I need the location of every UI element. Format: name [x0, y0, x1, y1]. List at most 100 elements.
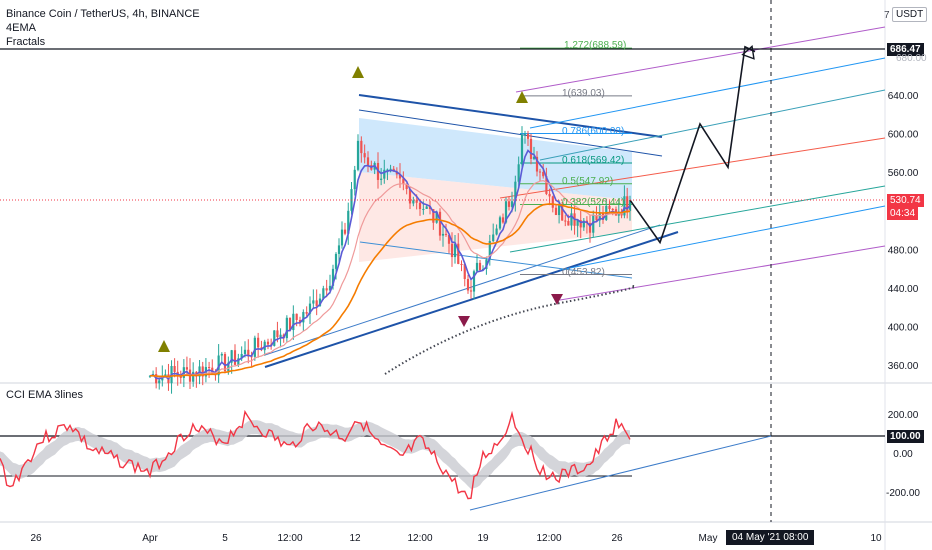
price-axis[interactable]: 640.00600.00560.00520.00480.00440.00400.… [888, 91, 919, 372]
fractal-up-marker [516, 91, 528, 103]
price-tick-label: 480.00 [888, 245, 919, 256]
candle [438, 208, 442, 241]
candle [520, 126, 524, 170]
candle [360, 136, 363, 163]
fib-zone-blue[interactable] [359, 118, 632, 200]
pitchfork-median-line[interactable] [499, 137, 886, 199]
price-tick-label: 360.00 [888, 361, 919, 372]
channel-upper-line[interactable] [358, 94, 663, 138]
price-axis-top-partial: 7 [884, 10, 890, 21]
candle [466, 274, 470, 294]
candle [343, 222, 347, 236]
candle [447, 234, 451, 254]
indicator-fractals-label[interactable]: Fractals [6, 36, 46, 48]
candle [408, 187, 412, 210]
ema-lines [149, 149, 631, 381]
candle [285, 315, 288, 343]
candle [545, 167, 548, 196]
candle [292, 305, 295, 340]
fib-zone-red[interactable] [359, 172, 632, 262]
ema-mid-line [149, 179, 631, 379]
time-tick-label: May [699, 533, 718, 544]
fib-zones [359, 118, 632, 262]
candle [308, 296, 312, 324]
price-tick-label: 600.00 [888, 130, 919, 141]
candle [582, 218, 585, 231]
candle [356, 134, 360, 172]
candle [366, 151, 370, 173]
candle [542, 163, 545, 179]
candle [554, 204, 558, 216]
fib-level-label: 0(453.82) [562, 267, 605, 278]
time-tick-label: 5 [222, 533, 228, 544]
candle [538, 168, 542, 182]
candle [469, 279, 473, 299]
channel-lower-line[interactable] [264, 231, 679, 368]
channel-inner-upper[interactable] [358, 109, 663, 157]
pitchfork-line-3[interactable] [539, 89, 886, 161]
pitchfork-line-5[interactable] [509, 185, 886, 253]
fibonacci-retracement[interactable] [520, 47, 632, 276]
channel-inner-lower[interactable] [264, 224, 661, 356]
candle [548, 188, 551, 206]
cci-level-tag: 100.00 [887, 430, 924, 443]
candle [507, 196, 511, 211]
fib-zone-bottom-line[interactable] [359, 241, 633, 279]
time-tick-label: 10 [870, 533, 882, 544]
projection-path[interactable] [629, 45, 756, 245]
price-tick-label: 400.00 [888, 322, 919, 333]
candle [315, 289, 318, 316]
candle [475, 254, 479, 272]
candle [608, 200, 611, 214]
candle [253, 335, 256, 361]
time-axis[interactable]: 26 Apr 5 12:00 12 12:00 19 12:00 26 May 10 [30, 533, 882, 544]
candle [418, 200, 422, 216]
candle [312, 289, 315, 309]
cci-axis[interactable]: 200.00 0.00 -200.00 [886, 410, 920, 499]
last-price-tag: 530.74 [887, 194, 924, 207]
pitchfork-bottom-line[interactable] [559, 245, 886, 301]
cci-indicator-label[interactable]: CCI EMA 3lines [6, 389, 84, 401]
candle [266, 338, 270, 350]
cci-trendline[interactable] [469, 435, 772, 511]
cci-tick-label: -200.00 [886, 488, 920, 499]
fractal-markers [158, 66, 563, 352]
fractal-up-marker [352, 66, 364, 78]
time-tick-label: 12:00 [277, 533, 302, 544]
fractal-down-marker [458, 316, 470, 327]
candle [223, 352, 227, 374]
projection-arrowhead [741, 44, 755, 60]
currency-badge[interactable]: USDT [892, 7, 928, 22]
candle [405, 183, 408, 195]
candle [595, 206, 598, 223]
pitchfork-line-2[interactable] [529, 57, 886, 129]
dotted-trendline[interactable] [384, 285, 636, 375]
candle [347, 202, 350, 245]
candle [472, 269, 476, 300]
time-tick-label: 12:00 [536, 533, 561, 544]
candle [623, 185, 626, 219]
cci-tick-label: 0.00 [893, 449, 913, 460]
candle [564, 214, 567, 227]
candle [495, 224, 498, 236]
cci-panel[interactable] [0, 409, 885, 511]
channel-lines [264, 26, 886, 368]
cci-line [0, 409, 631, 500]
symbol-title[interactable]: Binance Coin / TetherUS, 4h, BINANCE [6, 8, 200, 20]
fib-level-label: 0.382(526.44) [562, 197, 625, 208]
fib-level-label: 0.618(569.42) [562, 155, 625, 166]
time-tick-label: 26 [30, 533, 42, 544]
fractal-up-marker [158, 340, 170, 352]
candle [337, 238, 341, 264]
time-tick-label: 12:00 [407, 533, 432, 544]
time-tick-label: 26 [611, 533, 623, 544]
time-tick-label: Apr [142, 533, 158, 544]
indicator-ema-label[interactable]: 4EMA [6, 22, 36, 34]
ema-slow-line [149, 203, 631, 378]
countdown-tag: 04:34 [887, 207, 919, 220]
level-price-tag: 686.47 [887, 43, 924, 56]
candle [478, 260, 482, 272]
pitchfork-line-6[interactable] [559, 205, 886, 271]
pitchfork-top-line[interactable] [515, 26, 886, 93]
